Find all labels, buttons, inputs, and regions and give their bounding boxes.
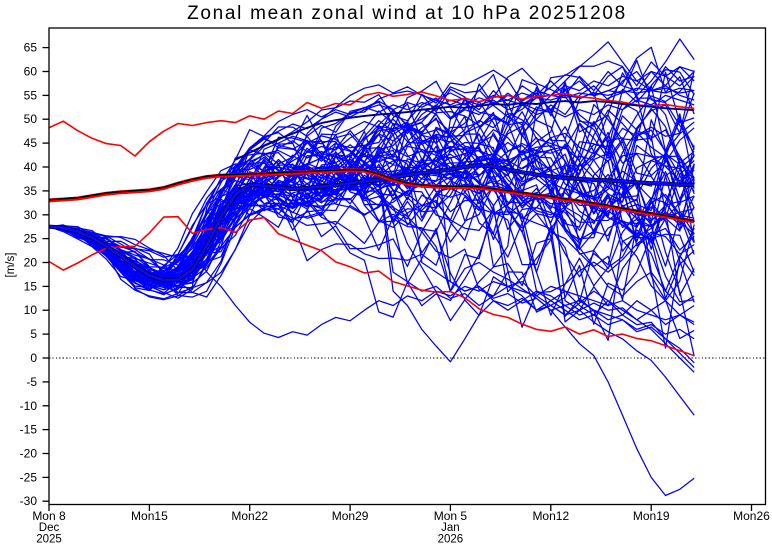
svg-text:Mon15: Mon15: [131, 509, 168, 523]
svg-text:-25: -25: [20, 470, 38, 484]
svg-text:35: 35: [24, 184, 38, 198]
svg-text:30: 30: [24, 208, 38, 222]
svg-text:25: 25: [24, 232, 38, 246]
svg-text:Mon19: Mon19: [633, 509, 670, 523]
svg-text:50: 50: [24, 112, 38, 126]
svg-text:2026: 2026: [438, 534, 464, 546]
svg-text:0: 0: [30, 351, 37, 365]
svg-text:2025: 2025: [36, 534, 62, 546]
svg-text:Dec: Dec: [39, 522, 60, 534]
svg-text:-20: -20: [20, 447, 38, 461]
svg-text:60: 60: [24, 65, 38, 79]
svg-text:10: 10: [24, 303, 38, 317]
svg-text:15: 15: [24, 279, 38, 293]
svg-text:-5: -5: [26, 375, 37, 389]
svg-text:Mon 5: Mon 5: [434, 509, 468, 523]
svg-text:Mon29: Mon29: [332, 509, 369, 523]
svg-text:Mon26: Mon26: [733, 509, 770, 523]
svg-text:-30: -30: [20, 494, 38, 508]
svg-text:Zonal mean zonal wind at 10 hP: Zonal mean zonal wind at 10 hPa 20251208: [187, 3, 627, 24]
svg-text:-10: -10: [20, 399, 38, 413]
svg-text:20: 20: [24, 256, 38, 270]
svg-text:-15: -15: [20, 423, 38, 437]
svg-text:55: 55: [24, 88, 38, 102]
svg-text:Mon22: Mon22: [231, 509, 268, 523]
svg-text:45: 45: [24, 136, 38, 150]
svg-text:Jan: Jan: [441, 522, 460, 534]
svg-text:65: 65: [24, 41, 38, 55]
svg-text:Mon12: Mon12: [532, 509, 569, 523]
svg-text:Mon 8: Mon 8: [32, 509, 66, 523]
svg-text:40: 40: [24, 160, 38, 174]
svg-text:[m/s]: [m/s]: [5, 253, 17, 278]
svg-text:5: 5: [30, 327, 37, 341]
